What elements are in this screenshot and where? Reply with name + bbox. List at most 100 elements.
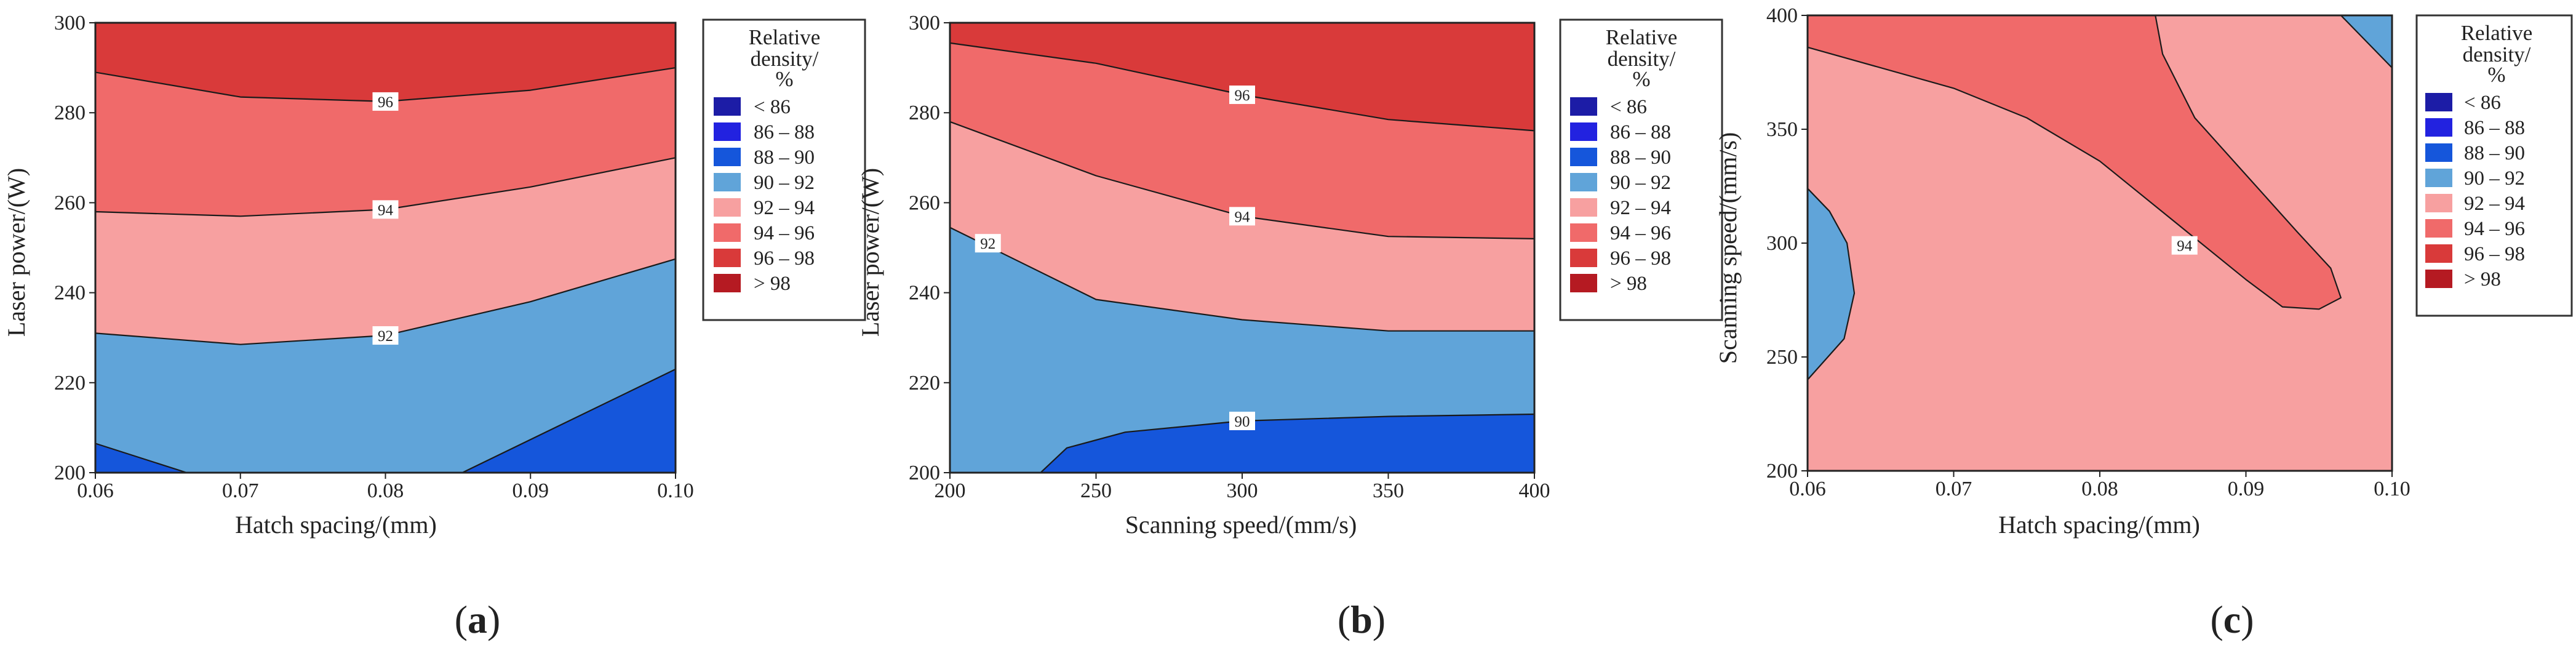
legend-b: Relative density/ % < 86 86 – 88 88 – 90 90… [1559,18,1723,321]
legend-label: 96 – 98 [754,247,815,270]
legend-swatch-96_98 [2425,244,2452,263]
x-tick-label: 0.06 [1789,478,1826,500]
y-tick-label: 350 [1766,118,1798,141]
legend-swatch-86_88 [2425,118,2452,137]
x-tick-label: 250 [1080,479,1112,502]
legend-label: 90 – 92 [754,172,815,194]
legend-label: < 86 [2464,92,2501,114]
x-tick-label: 0.10 [2374,478,2411,500]
legend-label: 86 – 88 [754,121,815,143]
legend-title-line-2: density/ [751,47,819,71]
legend-title-line-1: Relative [749,25,821,49]
y-tick-label: 240 [909,282,940,305]
legend-swatch-90_92 [2425,169,2452,187]
legend-label: > 98 [1610,273,1647,295]
legend-label: 96 – 98 [1610,247,1671,270]
x-tick-label: 350 [1373,479,1404,502]
y-tick-label: 300 [54,12,86,34]
contour-label-box [372,92,399,111]
legend-label: 94 – 96 [1610,222,1671,244]
x-axis-label: Hatch spacing/(mm) [1998,511,2200,539]
legend-label: 96 – 98 [2464,243,2525,265]
x-tick-label: 0.06 [77,479,114,502]
legend-c: Relative density/ % < 86 86 – 88 88 – 90 90… [2415,14,2573,317]
legend-label: < 86 [754,96,791,118]
contour-label: 92 [980,236,995,252]
legend-swatch-gt98 [2425,270,2452,288]
legend-label: 90 – 92 [2464,167,2525,190]
y-tick-label: 300 [909,12,940,34]
x-tick-label: 0.07 [222,479,259,502]
legend-title-line-1: Relative [2461,21,2533,45]
legend-label: 88 – 90 [2464,142,2525,164]
legend-swatch-94_96 [1570,223,1597,242]
legend-label: 92 – 94 [754,197,815,219]
contour-label-box [975,234,1001,253]
legend-swatch-92_94 [1570,198,1597,217]
legend-label: > 98 [2464,268,2501,290]
contour-label: 92 [378,328,393,345]
y-tick-label: 400 [1766,4,1798,27]
x-tick-label: 0.08 [2081,478,2118,500]
contour-label-box [1229,85,1255,104]
legend-title-line-2: density/ [2463,42,2531,66]
legend-box [1559,18,1723,321]
contour-label-box [1229,411,1255,430]
x-tick-label: 0.09 [512,479,549,502]
panel-c-contour-plot: 94 0.06 0.07 0.08 0.09 0.10 200 250 300 350 400 H… [1714,4,2411,641]
legend-label: 88 – 90 [754,146,815,169]
contour-label: 94 [2177,238,2193,255]
x-tick-label: 400 [1519,479,1550,502]
y-tick-label: 200 [1766,460,1798,483]
legend-swatch-92_94 [714,198,741,217]
legend-label: 92 – 94 [2464,193,2525,215]
x-tick-label: 200 [935,479,966,502]
legend-swatch-96_98 [1570,249,1597,267]
y-tick-label: 200 [909,462,940,484]
legend-swatch-lt86 [714,97,741,116]
x-tick-label: 0.08 [367,479,404,502]
y-tick-label: 220 [54,372,86,395]
y-tick-label: 240 [54,282,86,305]
legend-swatch-96_98 [714,249,741,267]
y-tick-label: 220 [909,372,940,395]
legend-a: Relative density/ % < 86 86 – 88 88 – 90 90… [702,18,866,321]
contour-label-box [372,326,399,345]
y-axis-label: Laser power/(W) [856,168,884,337]
legend-swatch-90_92 [1570,173,1597,191]
panel-a-contour-plot: 96 94 92 0.06 0.07 0.08 0.09 0.10 200 220 240 260 2… [2,12,694,641]
y-tick-label: 200 [54,462,86,484]
contour-label-box [1229,207,1255,226]
legend-swatch-88_90 [1570,148,1597,166]
contour-label: 94 [1235,209,1251,225]
y-tick-label: 280 [54,102,86,124]
legend-label: 86 – 88 [2464,117,2525,139]
legend-label: 94 – 96 [754,222,815,244]
y-tick-label: 300 [1766,232,1798,255]
legend-box [702,18,866,321]
legend-swatch-90_92 [714,173,741,191]
panel-caption: (a) [455,598,501,641]
contour-label-box [2171,236,2198,255]
x-axis-label: Scanning speed/(mm/s) [1125,511,1357,539]
legend-swatch-gt98 [1570,274,1597,292]
contour-label: 94 [378,202,394,218]
legend-label: 86 – 88 [1610,121,1671,143]
legend-title-line-3: % [1632,67,1650,91]
legend-swatch-94_96 [2425,219,2452,238]
legend-swatch-lt86 [2425,93,2452,111]
panel-caption: (c) [2210,598,2254,641]
legend-swatch-gt98 [714,274,741,292]
panel-b-contour-plot: 96 94 92 90 200 250 300 350 400 200 220 240 260 280 3… [856,12,1550,641]
x-tick-label: 0.10 [657,479,694,502]
legend-swatch-lt86 [1570,97,1597,116]
contour-label: 90 [1235,414,1250,430]
x-tick-label: 0.07 [1936,478,1972,500]
legend-title-line-2: density/ [1608,47,1676,71]
x-tick-label: 300 [1227,479,1258,502]
y-axis-label: Scanning speed/(mm/s) [1714,132,1742,364]
y-tick-label: 280 [909,102,940,124]
y-axis-label: Laser power/(W) [2,168,30,337]
legend-swatch-86_88 [714,122,741,141]
